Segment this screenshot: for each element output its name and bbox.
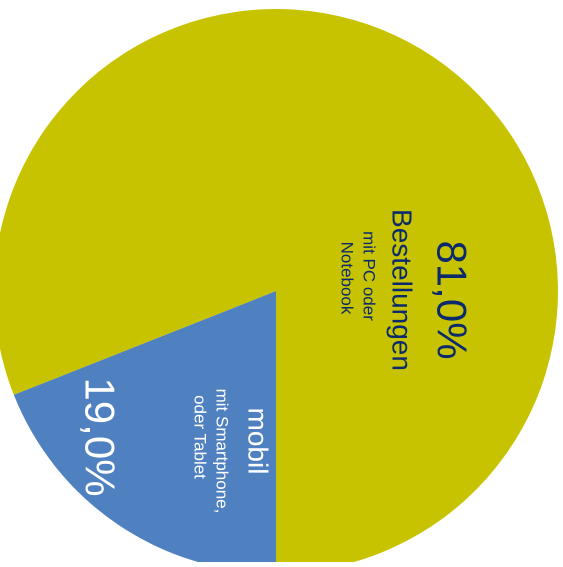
slice-percent-label: 81,0% (429, 240, 476, 359)
slice-sub-label: oder Tablet (191, 395, 210, 479)
slice-main-label: mobil (243, 408, 274, 475)
pie-slice-desktop (0, 9, 558, 567)
slice-sub-label: Notebook (338, 242, 357, 315)
slice-sub-label: mit PC oder (360, 231, 379, 321)
slice-sub-label: mit Smartphone, (213, 389, 232, 514)
pie-slice-mobile (13, 291, 276, 567)
slice-percent-label: 19,0% (77, 377, 124, 496)
slice-main-label: Bestellungen (387, 209, 418, 371)
